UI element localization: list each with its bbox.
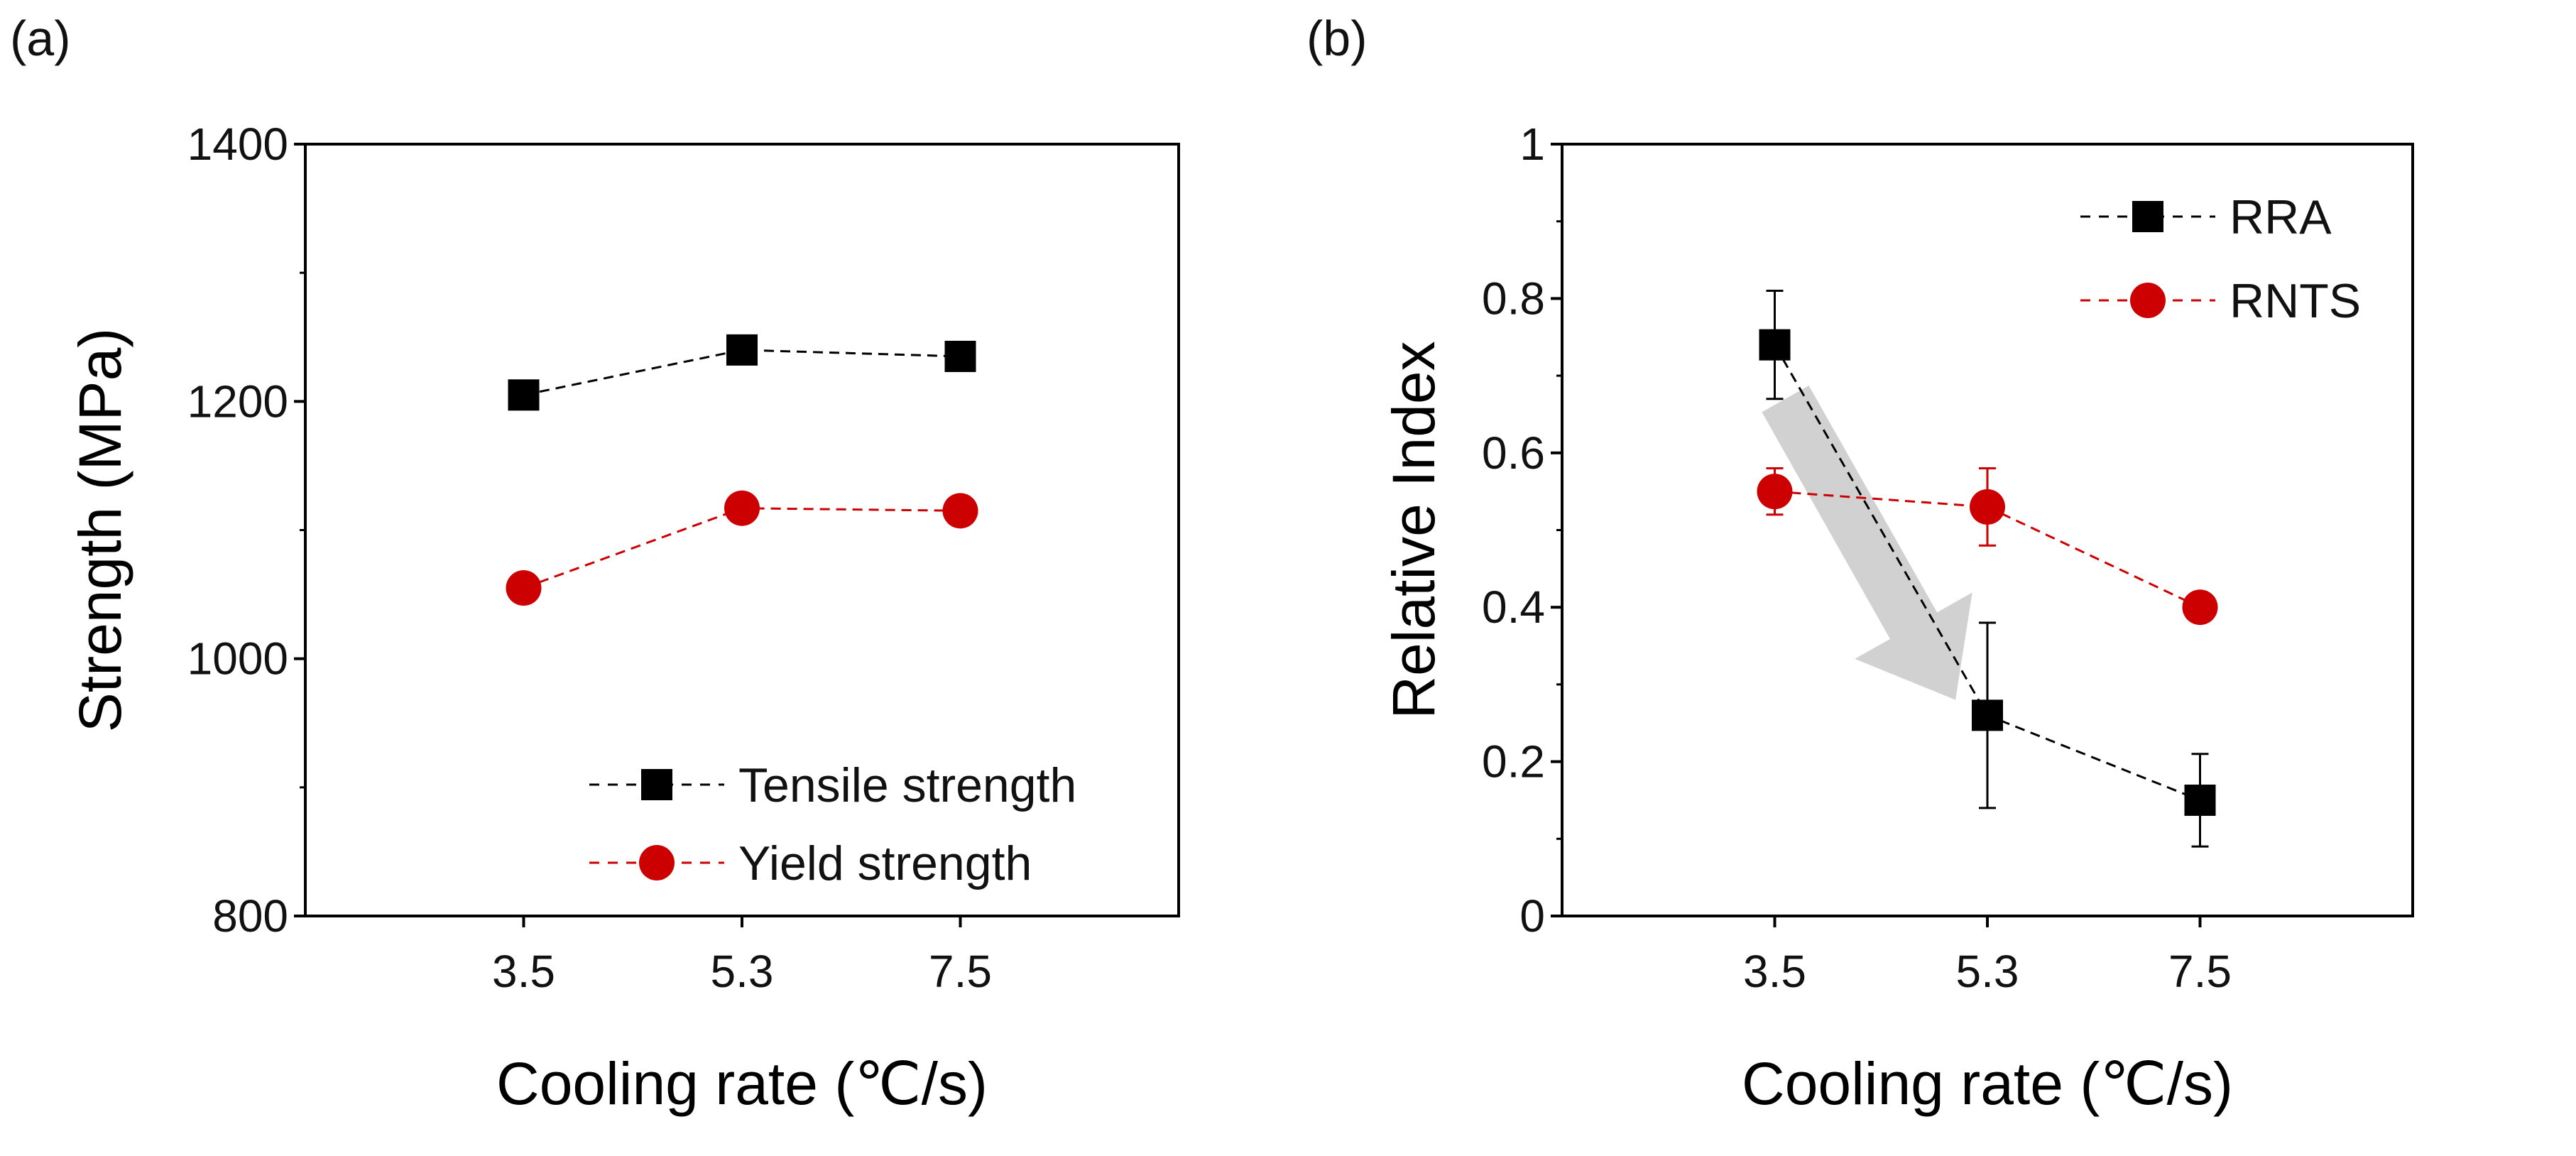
y-tick-label: 800	[212, 890, 288, 942]
x-axis-title: Cooling rate (℃/s)	[496, 1050, 988, 1117]
series-rra: RRA	[1759, 190, 2332, 848]
y-tick-label: 0.6	[1482, 427, 1545, 479]
x-tick-label: 3.5	[492, 946, 555, 997]
x-tick-label: 5.3	[1956, 946, 2019, 997]
data-point-circle	[506, 570, 542, 606]
data-point-square	[1759, 329, 1791, 361]
data-point-circle	[942, 493, 978, 529]
data-point-square	[1972, 699, 2003, 731]
legend-label: RNTS	[2230, 274, 2361, 328]
x-tick-label: 5.3	[711, 946, 774, 997]
data-point-square	[508, 379, 540, 411]
legend-marker-square	[641, 769, 672, 800]
legend-label: Yield strength	[738, 836, 1032, 890]
y-tick-label: 1000	[187, 633, 288, 685]
x-tick-label: 3.5	[1743, 946, 1806, 997]
legend-marker-circle	[639, 845, 675, 880]
panel-a: (a) 800 1000 1200 1400 3.5 5.3 7.5 Cooling rate …	[10, 11, 1180, 1117]
data-point-square	[726, 334, 758, 366]
x-axis-title: Cooling rate (℃/s)	[1742, 1050, 2233, 1117]
y-tick-label: 1	[1519, 119, 1545, 170]
series-rnts: RNTS	[1757, 274, 2361, 626]
legend-label: RRA	[2230, 190, 2332, 244]
legend-marker-circle	[2130, 283, 2166, 318]
data-point-circle	[2182, 589, 2218, 626]
trend-arrow	[1762, 386, 1972, 700]
data-point-circle	[724, 490, 760, 526]
x-tick-label: 7.5	[929, 946, 992, 997]
y-axis-title: Relative Index	[1380, 341, 1447, 719]
panel-label: (b)	[1306, 11, 1368, 66]
series-tensile-strength: Tensile strength	[508, 334, 1076, 812]
y-tick-label: 1200	[187, 376, 288, 427]
data-point-circle	[1970, 489, 2005, 525]
data-point-square	[944, 340, 976, 372]
y-tick-label: 0.2	[1482, 736, 1545, 787]
panel-label: (a)	[10, 11, 71, 66]
series-line	[523, 349, 961, 396]
y-axis-title: Strength (MPa)	[67, 328, 133, 733]
y-tick-label: 1400	[187, 119, 288, 170]
y-tick-label: 0	[1519, 890, 1545, 942]
panel-b: (b) 0 0.2 0.4 0.6 0.8 1 3.5 5.3 7.5 Cooling rate (…	[1306, 11, 2414, 1117]
y-tick-label: 0.8	[1482, 273, 1545, 324]
x-tick-label: 7.5	[2168, 946, 2232, 997]
y-tick-label: 0.4	[1482, 582, 1545, 633]
data-point-circle	[1757, 474, 1793, 510]
data-point-square	[2184, 784, 2216, 816]
legend-marker-square	[2132, 201, 2163, 232]
series-yield-strength: Yield strength	[506, 490, 1032, 890]
legend-label: Tensile strength	[738, 758, 1076, 812]
